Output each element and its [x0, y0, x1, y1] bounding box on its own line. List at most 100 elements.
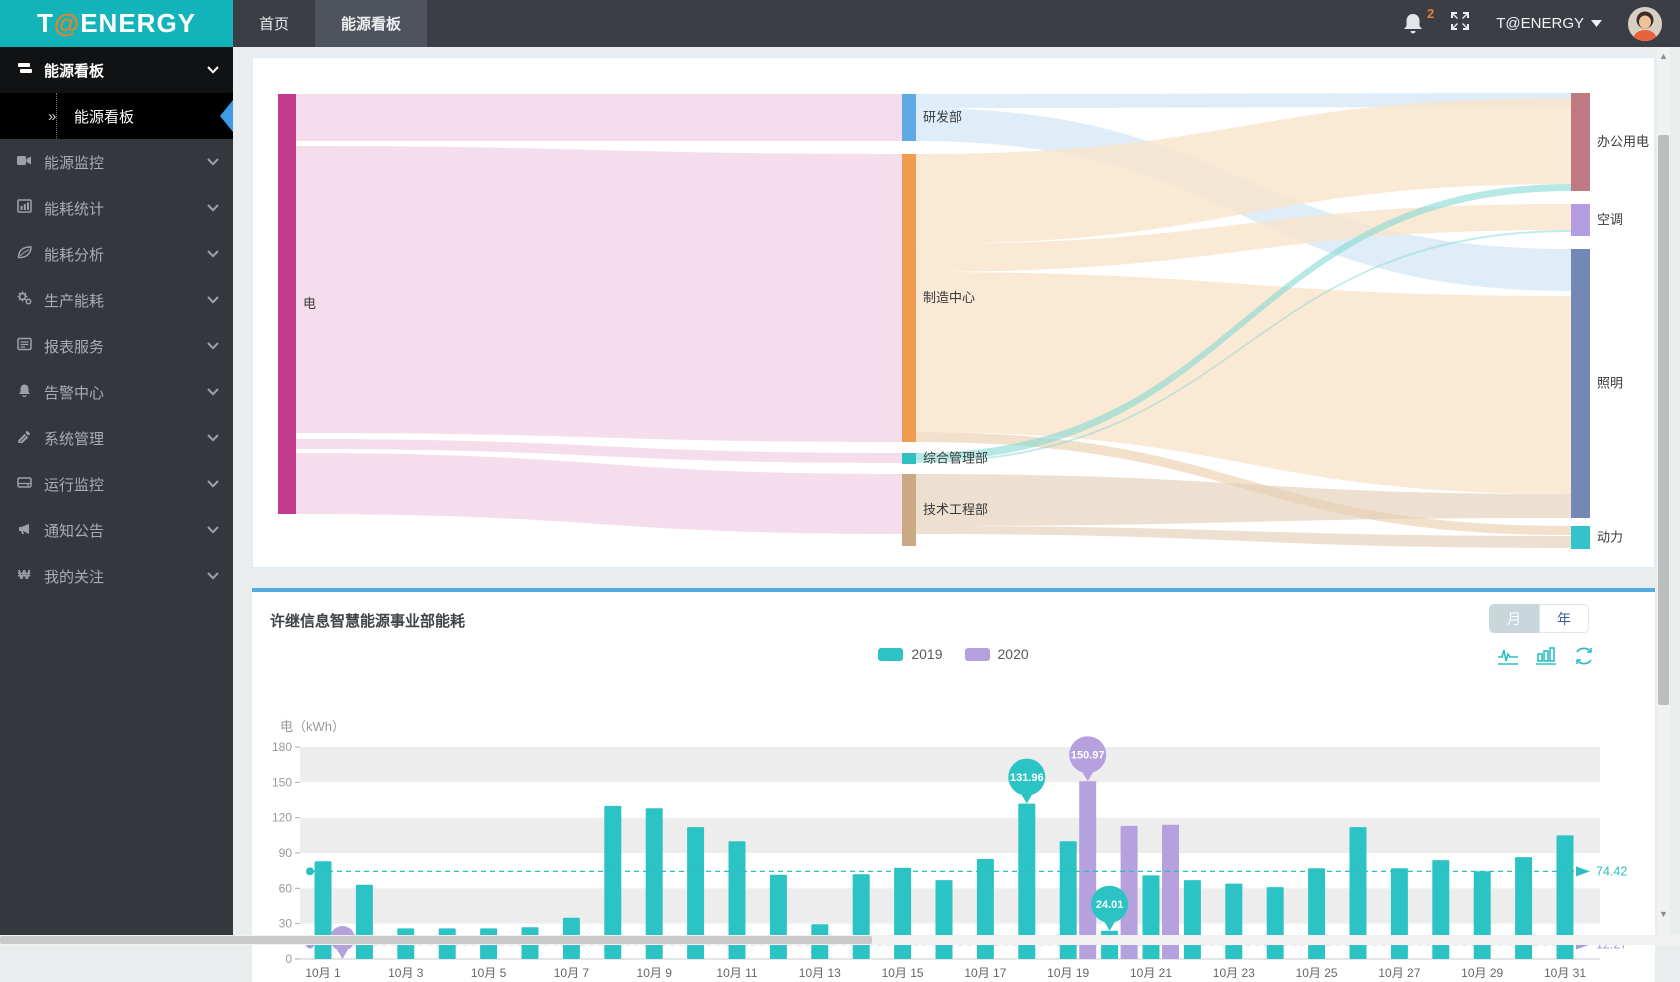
sankey-node-空调[interactable]	[1571, 204, 1590, 236]
svg-text:150.97: 150.97	[1071, 750, 1105, 762]
sidebar-item-通知公告[interactable]: 通知公告	[0, 507, 233, 553]
horizontal-scroll-thumb[interactable]	[0, 936, 872, 944]
bar-2019-day14[interactable]	[853, 874, 870, 959]
main-content: 电研发部制造中心综合管理部技术工程部办公用电空调照明动力 许继信息智慧能源事业部…	[233, 47, 1680, 945]
sankey-node-label: 研发部	[923, 110, 962, 125]
x-tick-label: 10月 7	[554, 966, 590, 980]
bar-2019-day22[interactable]	[1184, 880, 1201, 959]
notification-badge: 2	[1427, 6, 1434, 21]
sidebar-item-label: 我的关注	[44, 566, 207, 587]
svg-text:24.01: 24.01	[1096, 899, 1124, 911]
sidebar-item-报表服务[interactable]: 报表服务	[0, 323, 233, 369]
sidebar-item-运行监控[interactable]: 运行监控	[0, 461, 233, 507]
sidebar-item-能耗统计[interactable]: 能耗统计	[0, 185, 233, 231]
sankey-link-电-技术工程部[interactable]	[296, 453, 902, 534]
sidebar-subitem-label: 能源看板	[74, 106, 134, 127]
dashboard-icon	[17, 61, 32, 79]
sankey-node-研发部[interactable]	[902, 94, 916, 141]
x-tick-label: 10月 31	[1544, 966, 1586, 980]
sankey-node-办公用电[interactable]	[1571, 93, 1590, 191]
sidebar-item-告警中心[interactable]: 告警中心	[0, 369, 233, 415]
leaf-icon	[17, 245, 32, 263]
bar-2019-day15[interactable]	[894, 868, 911, 959]
y-axis-title: 电（kWh）	[280, 719, 345, 734]
sidebar-subitem-能源看板[interactable]: »能源看板	[0, 93, 233, 139]
chevron-down-icon	[207, 296, 219, 304]
chevron-down-icon	[1591, 20, 1602, 27]
vertical-scrollbar[interactable]: ▲ ▼	[1657, 47, 1670, 935]
sidebar-item-能源监控[interactable]: 能源监控	[0, 139, 233, 185]
camera-icon	[17, 153, 32, 171]
wrench-icon	[17, 429, 32, 447]
bar-2019-day2[interactable]	[356, 885, 373, 959]
bar-2020-day19[interactable]	[1079, 781, 1096, 959]
x-tick-label: 10月 5	[471, 966, 507, 980]
gears-icon	[17, 291, 32, 309]
tab-能源看板[interactable]: 能源看板	[315, 0, 427, 47]
bar-2019-day12[interactable]	[770, 875, 787, 959]
scroll-up-arrow[interactable]: ▲	[1657, 49, 1670, 63]
y-tick-label: 30	[279, 917, 293, 931]
x-tick-label: 10月 19	[1047, 966, 1089, 980]
fullscreen-icon[interactable]	[1450, 11, 1470, 36]
avg-line-label-2019: 74.42	[1596, 864, 1627, 878]
top-bar: T@ENERGY 首页能源看板 2 T@ENERGY	[0, 0, 1680, 47]
scroll-down-arrow[interactable]: ▼	[1657, 907, 1670, 921]
sankey-card: 电研发部制造中心综合管理部技术工程部办公用电空调照明动力	[252, 57, 1655, 568]
chevron-down-icon	[207, 250, 219, 258]
year-toggle-button[interactable]: 年	[1539, 604, 1589, 633]
x-tick-label: 10月 9	[637, 966, 673, 980]
sankey-node-照明[interactable]	[1571, 249, 1590, 518]
active-item-arrow-icon	[220, 100, 233, 132]
bar-2019-day21[interactable]	[1143, 875, 1160, 959]
x-tick-label: 10月 17	[964, 966, 1006, 980]
sidebar-item-label: 能源监控	[44, 152, 207, 173]
sankey-node-制造中心[interactable]	[902, 154, 916, 442]
sankey-node-技术工程部[interactable]	[902, 474, 916, 546]
horizontal-scrollbar[interactable]	[0, 935, 1680, 945]
vertical-scroll-thumb[interactable]	[1658, 135, 1669, 705]
sidebar-item-label: 能耗分析	[44, 244, 207, 265]
bar-2019-day29[interactable]	[1474, 871, 1491, 959]
month-toggle-button[interactable]: 月	[1489, 604, 1539, 633]
sidebar-item-label: 运行监控	[44, 474, 207, 495]
sidebar-item-label: 能源看板	[44, 60, 207, 81]
tab-首页[interactable]: 首页	[233, 0, 315, 47]
sidebar-item-label: 能耗统计	[44, 198, 207, 219]
sidebar-item-label: 通知公告	[44, 520, 207, 541]
marker-2019-max: 131.96	[1008, 759, 1045, 804]
svg-text:131.96: 131.96	[1010, 772, 1044, 784]
sankey-node-label: 制造中心	[923, 290, 975, 305]
x-tick-label: 10月 21	[1130, 966, 1172, 980]
avatar[interactable]	[1628, 7, 1662, 41]
bar-chart-icon	[17, 199, 32, 217]
x-tick-label: 10月 27	[1378, 966, 1420, 980]
sidebar-item-能源看板[interactable]: 能源看板	[0, 47, 233, 93]
sidebar-item-生产能耗[interactable]: 生产能耗	[0, 277, 233, 323]
sidebar-item-系统管理[interactable]: 系统管理	[0, 415, 233, 461]
y-tick-label: 90	[279, 846, 293, 860]
chevron-down-icon	[207, 572, 219, 580]
sankey-node-综合管理部[interactable]	[902, 453, 916, 464]
sankey-link-制造中心-照明[interactable]	[916, 272, 1571, 494]
y-tick-label: 60	[279, 881, 293, 895]
bar-2019-day27[interactable]	[1391, 868, 1408, 959]
sankey-link-电-制造中心[interactable]	[296, 146, 902, 442]
notification-bell-icon[interactable]: 2	[1402, 12, 1424, 36]
sidebar-item-label: 报表服务	[44, 336, 207, 357]
account-menu[interactable]: T@ENERGY	[1496, 15, 1602, 32]
bar-2019-day25[interactable]	[1308, 868, 1325, 959]
x-tick-label: 10月 11	[716, 966, 757, 980]
bar-2019-day16[interactable]	[936, 880, 953, 959]
megaphone-icon	[17, 521, 32, 539]
sidebar-item-我的关注[interactable]: ₩我的关注	[0, 553, 233, 599]
sidebar-item-能耗分析[interactable]: 能耗分析	[0, 231, 233, 277]
x-tick-label: 10月 13	[799, 966, 841, 980]
bar-2019-day23[interactable]	[1225, 884, 1242, 959]
sankey-node-动力[interactable]	[1571, 526, 1590, 549]
bar-2019-day24[interactable]	[1267, 887, 1284, 959]
sankey-node-电[interactable]	[278, 94, 296, 514]
sankey-link-电-研发部[interactable]	[296, 94, 902, 141]
